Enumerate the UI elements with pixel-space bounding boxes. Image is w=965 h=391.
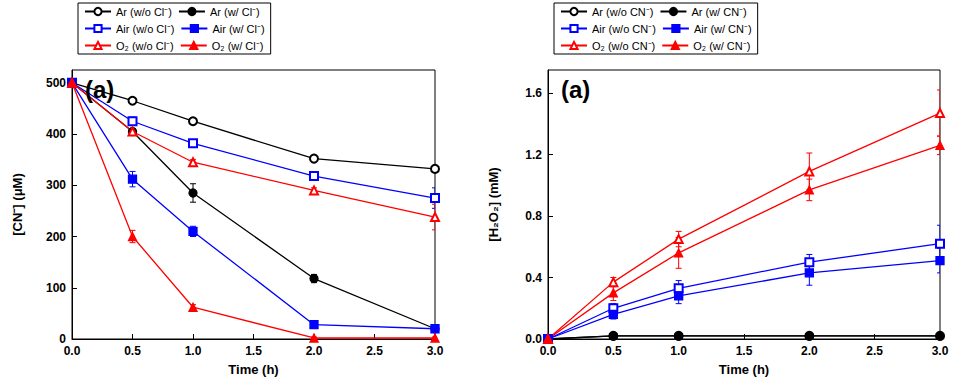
svg-text:[H₂O₂] (mM): [H₂O₂] (mM) (486, 167, 501, 241)
svg-text:O₂ (w/o CN⁻): O₂ (w/o CN⁻) (592, 40, 655, 52)
svg-text:Ar (w/ Cl⁻): Ar (w/ Cl⁻) (210, 6, 260, 18)
svg-text:Ar (w/o Cl⁻): Ar (w/o Cl⁻) (116, 6, 172, 18)
svg-text:Time (h): Time (h) (719, 362, 769, 377)
svg-text:Air (w/ Cl⁻): Air (w/ Cl⁻) (212, 23, 264, 35)
svg-text:0.0: 0.0 (64, 344, 81, 358)
svg-text:400: 400 (46, 127, 66, 141)
svg-text:0.5: 0.5 (124, 344, 141, 358)
svg-text:O₂ (w/ Cl⁻): O₂ (w/ Cl⁻) (212, 40, 264, 52)
svg-text:O₂ (w/ CN⁻): O₂ (w/ CN⁻) (693, 40, 750, 52)
svg-text:2.5: 2.5 (866, 344, 883, 358)
svg-text:1.2: 1.2 (525, 148, 542, 162)
svg-text:3.0: 3.0 (427, 344, 444, 358)
svg-text:Air (w/o Cl⁻): Air (w/o Cl⁻) (116, 23, 174, 35)
svg-text:100: 100 (46, 281, 66, 295)
svg-text:2.0: 2.0 (801, 344, 818, 358)
svg-text:2.0: 2.0 (306, 344, 323, 358)
svg-text:0.0: 0.0 (540, 344, 557, 358)
svg-text:2.5: 2.5 (366, 344, 383, 358)
svg-text:1.6: 1.6 (525, 86, 542, 100)
svg-text:500: 500 (46, 76, 66, 90)
svg-text:0.0: 0.0 (525, 332, 542, 346)
svg-text:300: 300 (46, 178, 66, 192)
svg-text:3.0: 3.0 (932, 344, 949, 358)
svg-text:1.0: 1.0 (670, 344, 687, 358)
svg-text:(a): (a) (85, 76, 114, 103)
svg-text:1.0: 1.0 (185, 344, 202, 358)
svg-text:1.5: 1.5 (736, 344, 753, 358)
svg-text:0: 0 (59, 332, 66, 346)
svg-text:0.8: 0.8 (525, 209, 542, 223)
svg-text:Air (w/o CN⁻): Air (w/o CN⁻) (592, 23, 656, 35)
svg-text:Time (h): Time (h) (228, 362, 278, 377)
svg-text:Air (w/ CN⁻): Air (w/ CN⁻) (694, 23, 752, 35)
svg-text:O₂ (w/o Cl⁻): O₂ (w/o Cl⁻) (116, 40, 174, 52)
svg-text:Ar (w/o CN⁻): Ar (w/o CN⁻) (592, 6, 653, 18)
svg-text:[CN⁻] (μM): [CN⁻] (μM) (10, 173, 25, 236)
svg-text:200: 200 (46, 230, 66, 244)
svg-text:0.4: 0.4 (525, 271, 542, 285)
svg-text:0.5: 0.5 (605, 344, 622, 358)
svg-text:Ar (w/ CN⁻): Ar (w/ CN⁻) (691, 6, 746, 18)
svg-text:(a): (a) (561, 76, 590, 103)
svg-text:1.5: 1.5 (245, 344, 262, 358)
